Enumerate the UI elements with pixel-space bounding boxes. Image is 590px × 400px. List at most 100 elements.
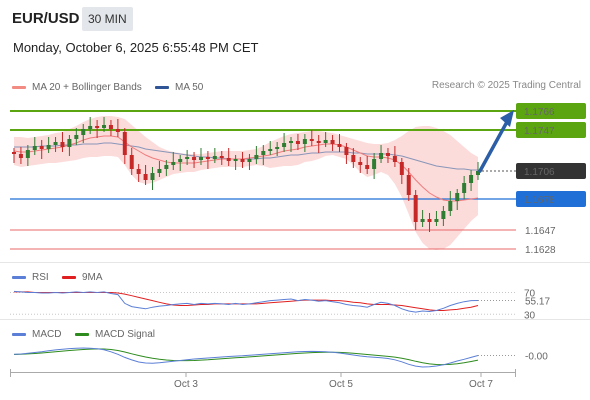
candle [344, 147, 349, 155]
rsi-ma-line [14, 291, 479, 311]
level-tag-resistance [516, 122, 586, 138]
candle [192, 157, 197, 160]
rsi-tick-label: 30 [524, 310, 536, 321]
candle [198, 157, 203, 160]
candle [39, 146, 44, 149]
candle [295, 141, 300, 144]
time-tick-label: Oct 5 [329, 379, 353, 390]
candle [185, 157, 190, 159]
candle [372, 159, 377, 169]
candle [254, 155, 259, 159]
candle [309, 139, 314, 141]
legend-rsi-ma-label: 9MA [82, 271, 103, 283]
candle [427, 219, 432, 222]
time-tick-label: Oct 3 [174, 379, 198, 390]
candle [420, 219, 425, 222]
candle [129, 155, 134, 169]
candle [136, 169, 141, 174]
credit-text: Research © 2025 Trading Central [431, 80, 581, 91]
candle [88, 126, 93, 129]
candle [205, 157, 210, 159]
datetime-label: Monday, October 6, 2025 6:55:48 PM CET [13, 40, 259, 55]
candle [448, 201, 453, 211]
candle [171, 162, 176, 165]
candle [358, 162, 363, 165]
candle [268, 149, 273, 151]
candle [392, 156, 397, 162]
candle [178, 159, 183, 162]
rsi-line [13, 290, 479, 313]
level-label-resistance: 1.1766 [524, 107, 555, 118]
candle [406, 175, 411, 195]
level-label-resistance: 1.1747 [524, 126, 555, 137]
candle [441, 211, 446, 219]
projection-arrow [478, 118, 510, 173]
candle [219, 156, 224, 158]
candle [455, 193, 460, 201]
candle [385, 153, 390, 156]
candle [81, 129, 86, 135]
projection-arrowhead [500, 110, 514, 127]
candle [18, 154, 23, 158]
chart-header: EUR/USD 30 MIN [0, 0, 590, 36]
macd-signal-line [13, 348, 479, 366]
candle [115, 129, 120, 132]
candle [60, 142, 65, 147]
legend-rsi-label: RSI [32, 271, 49, 283]
candle [399, 162, 404, 175]
level-tag-pivot [516, 191, 586, 207]
macd-swatch [12, 332, 26, 336]
legend-ma50-label: MA 50 [175, 81, 204, 93]
macd-last-label: -0.00 [525, 352, 548, 363]
rsi-ma-swatch [62, 275, 76, 279]
rsi-tick-label: 70 [524, 288, 536, 299]
candle [275, 147, 280, 149]
level-label-support: 1.1628 [525, 245, 556, 256]
legend-macd: MACD [12, 327, 61, 341]
legend-macd-signal: MACD Signal [75, 327, 155, 341]
candle [122, 132, 127, 155]
bollinger-band [14, 116, 478, 250]
legend-rsi: RSI [12, 270, 49, 284]
rsi-last-label: 55.17 [525, 297, 550, 308]
last-price-tag [516, 163, 586, 179]
time-tick-label: Oct 7 [469, 379, 493, 390]
candle [32, 146, 37, 150]
candle [289, 141, 294, 143]
candle [150, 173, 155, 180]
candle [25, 150, 30, 158]
legend-macd-signal-label: MACD Signal [95, 328, 156, 340]
candle [53, 142, 58, 145]
candle [469, 175, 474, 183]
candle [434, 219, 439, 222]
candle [351, 155, 356, 162]
candle [226, 158, 231, 161]
candle [302, 139, 307, 144]
rsi-swatch [12, 275, 26, 279]
candle [282, 143, 287, 147]
candle [157, 169, 162, 173]
candle [143, 174, 148, 180]
legend-rsi-ma: 9MA [62, 270, 103, 284]
candle [212, 156, 217, 159]
candle [462, 183, 467, 193]
interval-button[interactable]: 30 MIN [82, 7, 133, 31]
level-label-pivot: 1.1678 [524, 195, 555, 206]
candle [261, 151, 266, 155]
ma50-swatch [155, 85, 169, 89]
candle [95, 126, 100, 128]
candle [365, 165, 370, 169]
candle [330, 140, 335, 144]
candle [102, 125, 107, 128]
macd-signal-swatch [75, 332, 89, 336]
candle [413, 195, 418, 222]
symbol-title: EUR/USD [12, 10, 80, 27]
candle [46, 145, 51, 149]
level-tag-resistance [516, 103, 586, 119]
legend-ma50: MA 50 [155, 80, 203, 94]
last-price-label: 1.1706 [524, 167, 555, 178]
candle [233, 159, 238, 161]
candle [316, 141, 321, 143]
candle [337, 144, 342, 147]
